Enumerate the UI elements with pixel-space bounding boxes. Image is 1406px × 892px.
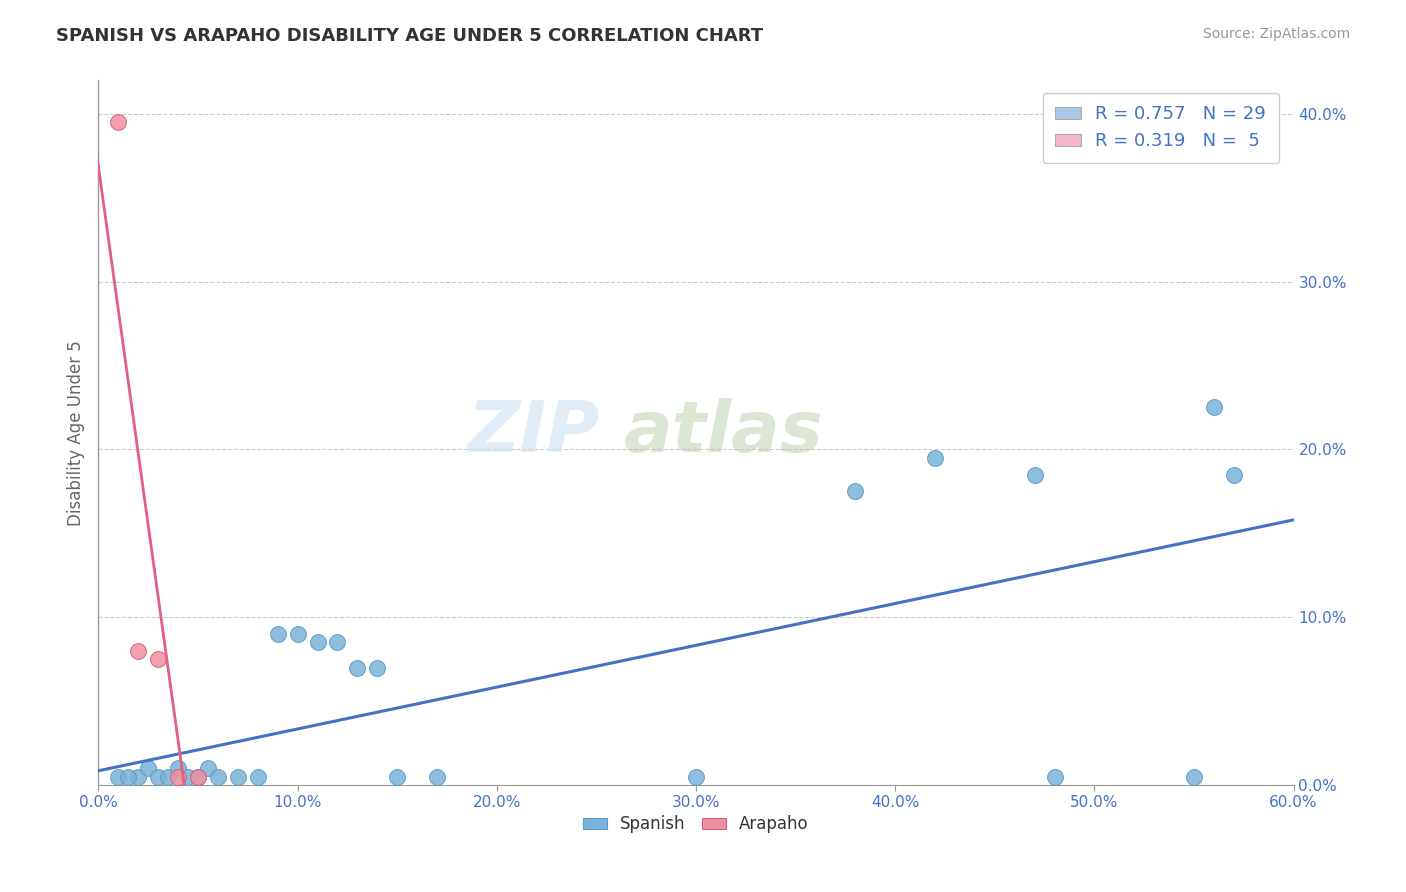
- Point: [346, 660, 368, 674]
- Point: [167, 761, 190, 775]
- Point: [1043, 770, 1066, 784]
- Point: [326, 635, 349, 649]
- Point: [685, 770, 707, 784]
- Point: [197, 761, 219, 775]
- Point: [1202, 401, 1225, 415]
- Point: [385, 770, 409, 784]
- Text: ZIP: ZIP: [468, 398, 600, 467]
- Point: [148, 652, 170, 666]
- Point: [924, 450, 946, 465]
- Text: Source: ZipAtlas.com: Source: ZipAtlas.com: [1202, 27, 1350, 41]
- Point: [148, 770, 170, 784]
- Point: [426, 770, 449, 784]
- Legend: Spanish, Arapaho: Spanish, Arapaho: [576, 809, 815, 840]
- Point: [267, 627, 290, 641]
- Point: [1223, 467, 1246, 482]
- Point: [287, 627, 309, 641]
- Point: [157, 770, 180, 784]
- Point: [107, 115, 129, 129]
- Point: [207, 770, 229, 784]
- Point: [127, 644, 149, 658]
- Point: [177, 770, 200, 784]
- Point: [107, 770, 129, 784]
- Point: [844, 484, 866, 499]
- Point: [136, 761, 159, 775]
- Point: [226, 770, 249, 784]
- Y-axis label: Disability Age Under 5: Disability Age Under 5: [66, 340, 84, 525]
- Point: [1024, 467, 1046, 482]
- Point: [127, 770, 149, 784]
- Text: atlas: atlas: [624, 398, 824, 467]
- Point: [307, 635, 329, 649]
- Point: [187, 770, 209, 784]
- Point: [1182, 770, 1205, 784]
- Point: [117, 770, 139, 784]
- Point: [366, 660, 388, 674]
- Point: [187, 770, 209, 784]
- Text: SPANISH VS ARAPAHO DISABILITY AGE UNDER 5 CORRELATION CHART: SPANISH VS ARAPAHO DISABILITY AGE UNDER …: [56, 27, 763, 45]
- Point: [167, 770, 190, 784]
- Point: [246, 770, 269, 784]
